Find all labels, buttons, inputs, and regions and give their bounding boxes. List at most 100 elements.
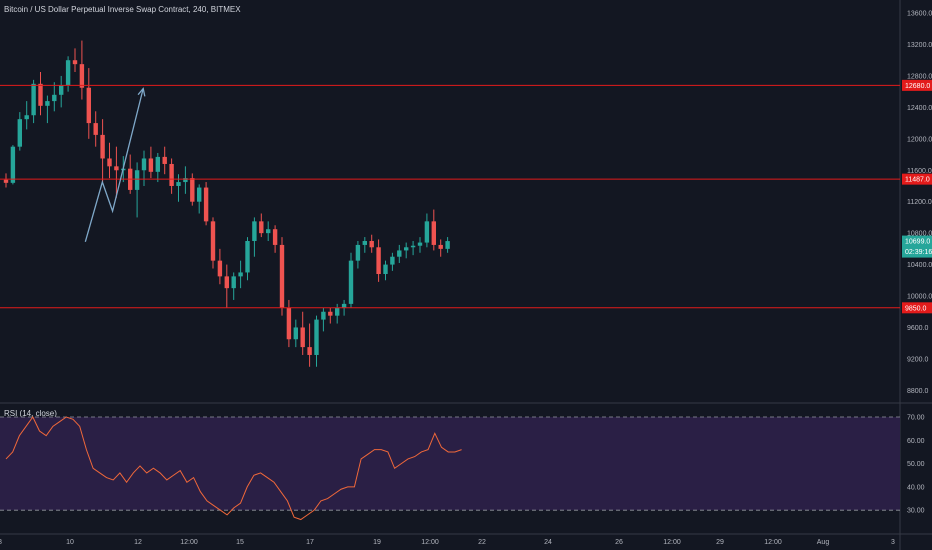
bar-countdown-label: 02:39:16 [905,249,932,256]
candle [224,264,229,308]
candle [397,244,402,264]
time-axis-tick: 8 [0,539,2,546]
candle [134,162,140,218]
price-axis-tick: 13600.0 [907,11,932,18]
candle [38,72,43,116]
time-axis-tick: 12 [134,539,142,546]
candle-body [203,187,209,222]
time-axis-tick: Aug [817,539,830,546]
candle [321,307,326,332]
candle [231,272,236,300]
price-axis-tick: 11200.0 [907,199,932,206]
candle [107,142,112,179]
candle [252,217,257,257]
candle-body [24,115,29,120]
candle-body [397,250,402,257]
candle-body [341,303,347,308]
candle [348,252,354,308]
candle-body [390,256,395,265]
candle [300,311,305,355]
candle [417,237,423,253]
current-price-label: 10699.0 [905,239,930,246]
candle [86,68,91,139]
candle-body [321,311,326,320]
candle-body [93,123,98,135]
candle-body [424,221,430,243]
rsi-axis-tick: 60.00 [907,438,925,445]
candle [445,237,450,253]
candle [10,145,16,185]
candle [376,239,381,282]
candle [169,158,174,194]
price-axis-tick: 12400.0 [907,105,932,112]
candle-body [31,83,36,116]
level-price-tag [902,173,932,185]
candle [93,111,98,147]
candle-body [286,307,292,340]
candle-body [307,347,312,355]
candle [197,184,202,214]
time-axis-tick: 12:00 [764,539,782,546]
candle [314,315,319,367]
candle [17,112,22,151]
candle-body [445,241,450,249]
candle [245,237,250,281]
candle-body [162,156,167,164]
candle-body [362,241,367,245]
time-axis-tick: 22 [478,539,486,546]
candle [31,79,36,124]
candle-body [183,178,188,183]
candle-body [245,241,250,273]
candle-body [355,244,361,261]
candle-body [148,158,154,172]
candle-body [72,60,78,65]
price-axis-tick: 8800.0 [907,388,929,395]
candle [431,209,436,251]
candle [3,173,9,188]
rsi-line [5,416,462,521]
chart-title: Bitcoin / US Dollar Perpetual Inverse Sw… [4,5,241,14]
rsi-indicator-label: RSI (14, close) [4,409,57,418]
candle-body [155,156,160,172]
price-axis-tick: 9200.0 [907,356,929,363]
candle-body [3,179,9,183]
time-axis-tick: 17 [306,539,314,546]
time-axis-tick: 15 [236,539,244,546]
candle-body [100,134,105,159]
candle-body [266,229,271,234]
candle-body [279,244,285,308]
candle [328,307,333,324]
candle-body [197,187,202,202]
candle-body [314,319,319,355]
candle [286,299,292,348]
candle-body [348,260,354,304]
candle [293,319,298,348]
level-price-label: 11487.0 [905,177,930,184]
candle [24,101,29,130]
price-axis-tick: 12800.0 [907,73,932,80]
candle [155,152,160,183]
time-axis-tick: 12:00 [421,539,439,546]
candle [238,260,243,289]
candle [259,213,264,238]
candle [272,225,278,253]
price-axis-tick: 12000.0 [907,136,932,143]
candle-body [417,242,423,246]
projection-arrow-head [137,87,146,97]
price-axis-tick: 9600.0 [907,325,929,332]
candle [52,82,57,112]
time-axis-tick: 12:00 [663,539,681,546]
candle-body [376,247,381,275]
level-price-tag [902,79,932,91]
candle-body [17,119,22,147]
candle [59,75,64,108]
candle-body [107,158,112,167]
candle [369,234,374,253]
candle-body [438,244,443,249]
rsi-axis-tick: 40.00 [907,484,925,491]
candle [79,40,85,100]
candle [190,173,195,206]
candle [65,56,71,92]
candle-body [293,327,298,340]
